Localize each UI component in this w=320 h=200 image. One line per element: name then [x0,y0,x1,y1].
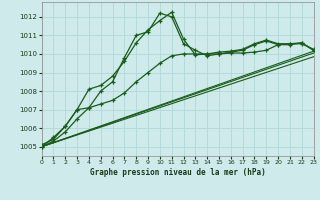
X-axis label: Graphe pression niveau de la mer (hPa): Graphe pression niveau de la mer (hPa) [90,168,266,177]
